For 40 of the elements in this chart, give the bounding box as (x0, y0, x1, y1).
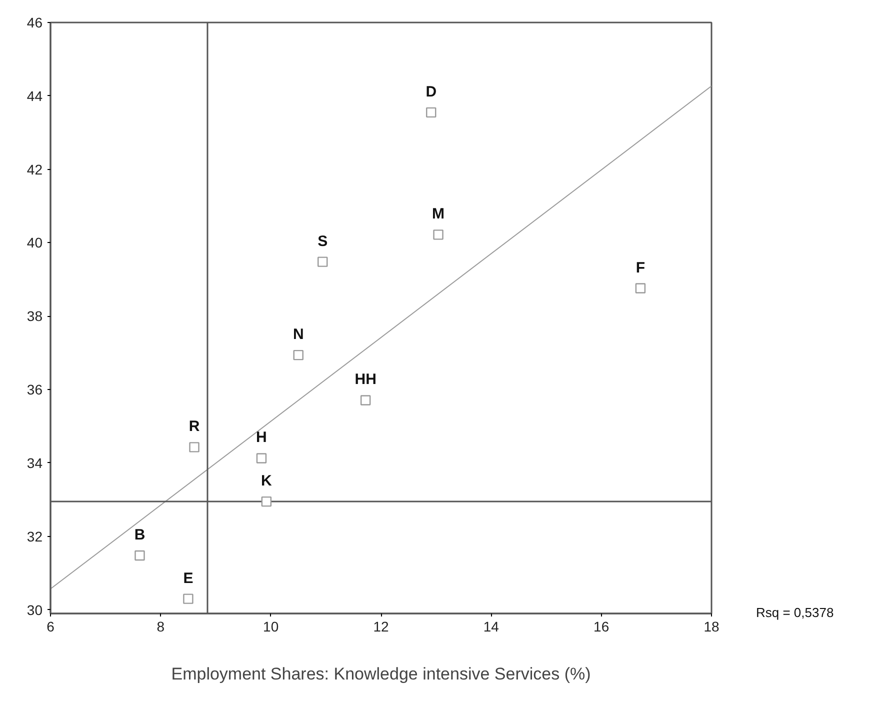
annotation: N (292, 326, 304, 344)
point (635, 283, 646, 294)
y-tick-label: 38 (26, 308, 43, 324)
x-axis-title: Employment Shares: Knowledge intensive Services (%) (171, 664, 591, 684)
annotation: S (318, 232, 328, 250)
y-tick-label: 44 (26, 88, 43, 104)
annotation: D (426, 83, 437, 100)
point (256, 453, 267, 464)
annotation: R (188, 418, 200, 436)
annotation: E (183, 570, 194, 587)
point (134, 550, 145, 561)
x-tick-label: 10 (263, 618, 279, 634)
x-tick-label: 16 (594, 618, 610, 634)
point (318, 256, 328, 267)
annotation: HH (354, 371, 376, 388)
point (293, 350, 304, 360)
x-tick-label: 14 (483, 618, 500, 634)
annotation: M (432, 206, 445, 223)
point (360, 395, 371, 406)
annotation: F (636, 259, 646, 276)
x-tick-label: 18 (704, 618, 720, 634)
point (261, 496, 272, 507)
y-tick-label: 42 (26, 161, 43, 178)
annotation: H (256, 429, 267, 446)
annotation: K (261, 472, 272, 490)
y-tick-label: 30 (26, 602, 43, 618)
point (183, 594, 194, 604)
y-tick-label: 40 (26, 234, 43, 251)
y-tick-label: 46 (26, 14, 43, 30)
point (433, 230, 444, 240)
point (426, 107, 436, 118)
y-tick-label: 36 (26, 382, 43, 398)
text: Rsq = 0,5378 (756, 604, 834, 622)
annotation: B (134, 526, 146, 544)
y-tick-label: 34 (26, 454, 43, 471)
y-tick-label: 32 (26, 528, 43, 544)
point (189, 442, 200, 452)
x-tick-label: 6 (46, 618, 55, 634)
x-tick-label: 8 (156, 618, 165, 634)
x-tick-label: 12 (373, 618, 389, 634)
